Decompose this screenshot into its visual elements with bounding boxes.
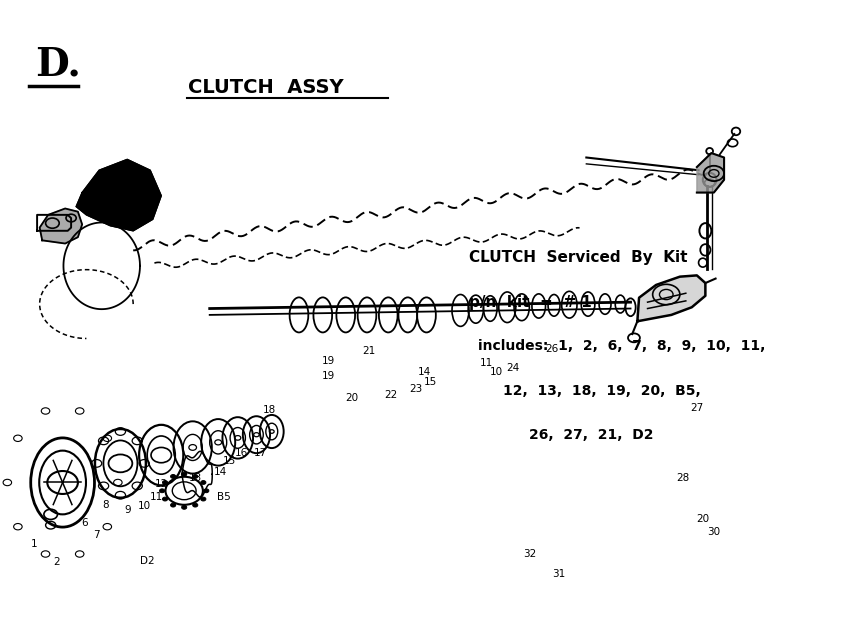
Circle shape [193,474,198,478]
Text: 1: 1 [31,540,37,549]
Text: p/n  kit  =  # 1: p/n kit = # 1 [469,294,591,310]
Circle shape [181,472,187,476]
Text: 12: 12 [154,479,168,490]
Text: 11: 11 [149,492,163,502]
Text: CLUTCH  ASSY: CLUTCH ASSY [188,78,343,97]
Text: 20: 20 [695,514,709,524]
Text: 14: 14 [417,367,431,377]
Text: 18: 18 [262,406,275,415]
Text: 27: 27 [689,403,703,413]
Circle shape [162,497,167,501]
Text: 22: 22 [383,390,397,400]
Polygon shape [39,209,82,244]
Circle shape [200,497,205,501]
Text: 11: 11 [479,358,492,369]
Circle shape [204,489,209,493]
Circle shape [170,503,176,507]
Text: 9: 9 [124,505,130,515]
Text: D.: D. [35,46,81,84]
Text: 20: 20 [345,393,358,403]
Text: 10: 10 [489,367,502,377]
Text: 24: 24 [506,363,519,372]
Text: 10: 10 [137,501,151,511]
Text: 21: 21 [361,346,375,356]
Text: includes:  1,  2,  6,  7,  8,  9,  10,  11,: includes: 1, 2, 6, 7, 8, 9, 10, 11, [477,339,764,353]
Text: 17: 17 [254,447,267,458]
Circle shape [170,474,176,478]
Polygon shape [76,159,161,231]
Text: 19: 19 [322,371,335,381]
Text: 8: 8 [101,500,108,510]
Text: 13: 13 [188,473,202,483]
Text: 26: 26 [545,344,558,354]
Text: 31: 31 [551,568,564,579]
Circle shape [162,481,167,484]
Text: D2: D2 [140,556,155,566]
Text: 16: 16 [234,447,247,458]
Polygon shape [636,275,705,321]
Text: 23: 23 [409,384,423,394]
Text: 14: 14 [214,467,227,477]
Text: 12,  13,  18,  19,  20,  B5,: 12, 13, 18, 19, 20, B5, [503,384,700,397]
Circle shape [193,503,198,507]
Text: 2: 2 [54,557,60,567]
Text: B5: B5 [217,492,231,502]
Text: CLUTCH  Serviced  By  Kit: CLUTCH Serviced By Kit [469,250,687,265]
Text: 28: 28 [676,473,689,483]
Circle shape [181,506,187,509]
Text: 26,  27,  21,  D2: 26, 27, 21, D2 [528,428,653,442]
Circle shape [200,481,205,484]
Text: 32: 32 [523,550,536,559]
Text: 30: 30 [706,527,720,536]
Text: 15: 15 [423,378,437,387]
Text: 15: 15 [222,456,236,467]
Text: 6: 6 [81,518,88,527]
Polygon shape [696,153,723,193]
Text: 19: 19 [322,356,335,367]
Circle shape [159,489,164,493]
Text: 7: 7 [93,531,100,540]
